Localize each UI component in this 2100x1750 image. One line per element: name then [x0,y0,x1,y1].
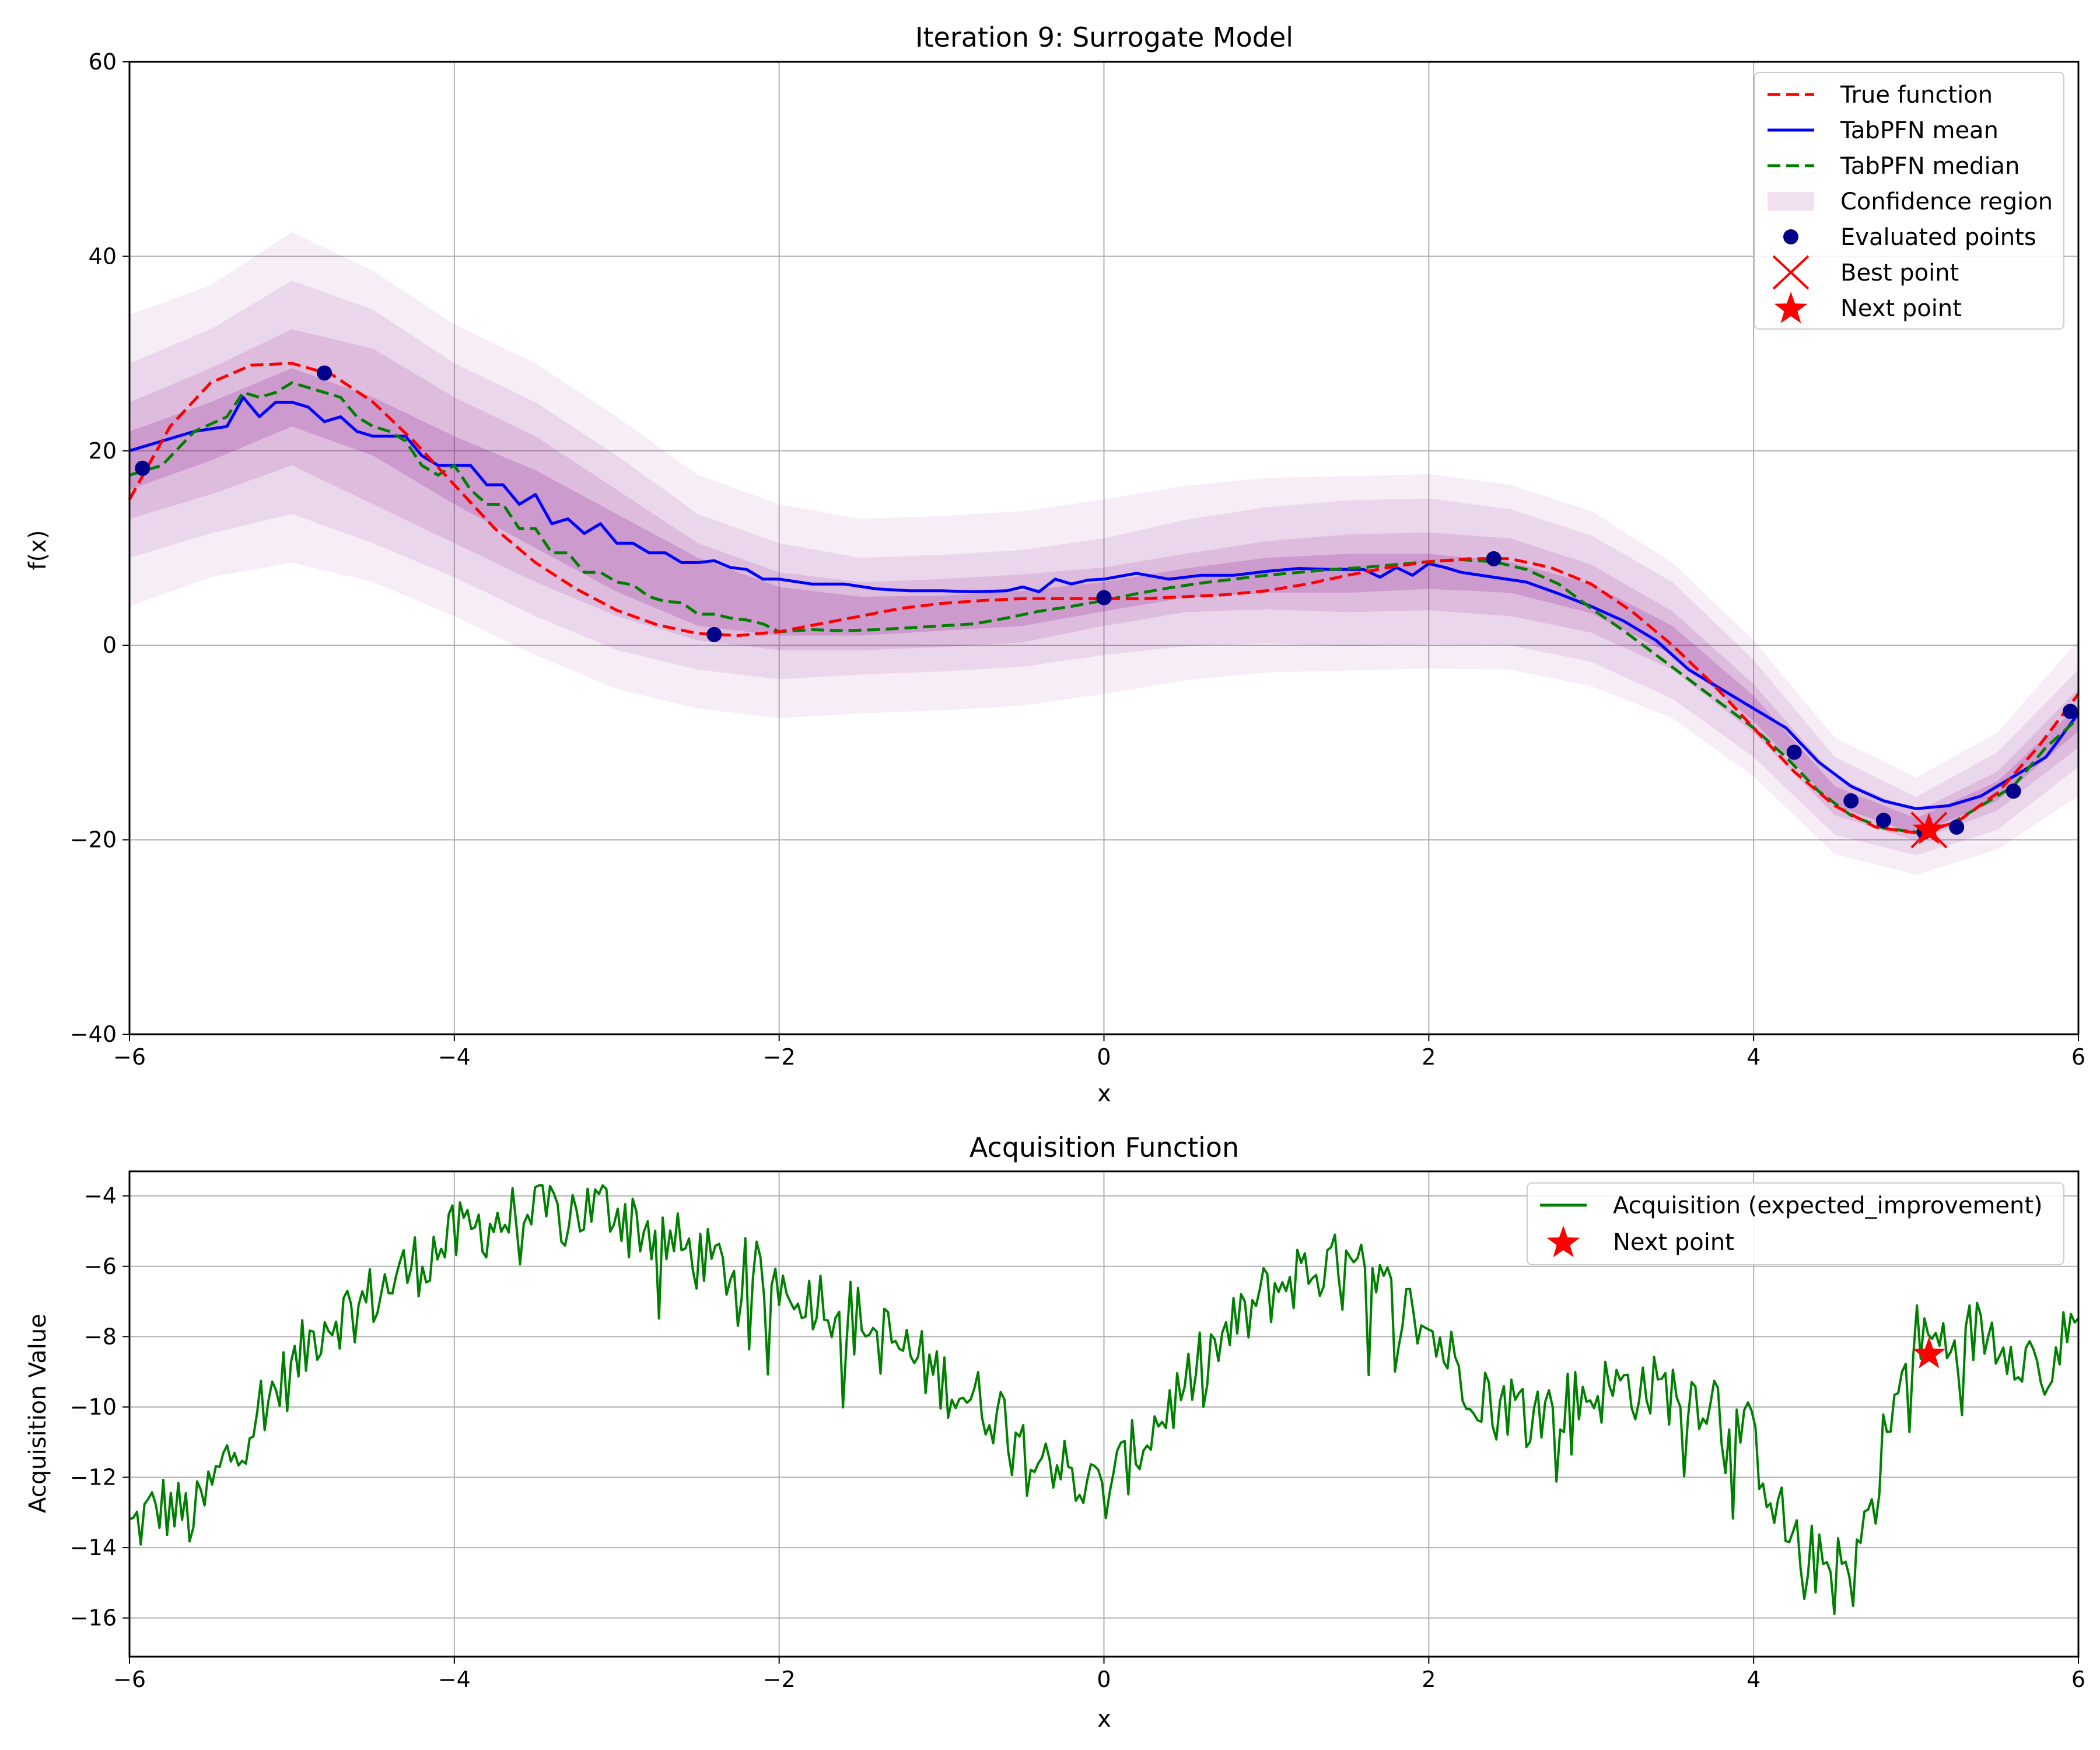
bottom-ticks: −6 −4 −2 0 2 4 6 −16 −14 −12 −10 −8 −6 −4 [70,1183,2085,1692]
evaluated-point [1096,590,1112,606]
legend-handle-x [1772,255,1810,290]
top-series [128,362,2080,835]
evaluated-point [706,626,722,642]
y-tick-label: 60 [89,49,117,75]
x-tick-label: −2 [763,1044,796,1070]
acquisition-next-point-marker [1912,1336,1946,1368]
legend-label: Acquisition (expected_improvement) [1613,1192,2043,1219]
top-legend-box [1754,72,2064,330]
surrogate-model-panel: Iteration 9: Surrogate Model x f(x) −6 −4… [24,22,2085,1107]
legend-label: TabPFN median [1840,153,2020,180]
y-tick-label: 40 [89,243,117,269]
bottom-ylabel: Acquisition Value [24,1314,51,1513]
confidence-band [130,329,2078,841]
confidence-band [130,281,2078,856]
true-function-line [128,362,2080,835]
evaluated-point [1949,819,1965,835]
y-tick-label: −8 [84,1324,117,1349]
y-tick-label: 0 [103,632,117,658]
evaluated-point [1843,793,1859,808]
x-tick-label: −4 [438,1667,471,1692]
evaluated-point [1875,813,1891,828]
y-tick-label: −10 [70,1394,117,1420]
top-xlabel: x [1097,1080,1111,1107]
bottom-title: Acquisition Function [970,1132,1239,1163]
y-tick-label: −16 [70,1605,117,1631]
legend-label: Best point [1840,260,1959,286]
legend-label: Next point [1613,1229,1734,1256]
y-tick-label: 20 [89,438,117,464]
x-tick-label: 0 [1097,1044,1111,1070]
evaluated-point [1486,551,1502,566]
bottom-xlabel: x [1097,1706,1111,1732]
evaluated-point [2006,783,2021,799]
evaluated-point [2063,704,2078,719]
y-tick-label: −14 [70,1535,117,1560]
legend-label: Confidence region [1840,188,2053,215]
bottom-series [129,1184,2080,1615]
x-tick-label: 4 [1746,1044,1760,1070]
legend-handle-star [1774,292,1808,324]
x-tick-label: −2 [763,1667,796,1692]
legend-label: Evaluated points [1840,224,2036,251]
y-tick-label: −20 [70,827,117,853]
evaluated-point [1786,744,1802,760]
legend-handle-star [1546,1226,1580,1258]
x-tick-label: 2 [1422,1044,1436,1070]
acquisition-panel: Acquisition Function x Acquisition Value… [24,1132,2085,1732]
legend-label: TabPFN mean [1840,117,1999,144]
acquisition-line [129,1184,2080,1615]
x-tick-label: −4 [438,1044,471,1070]
top-title: Iteration 9: Surrogate Model [915,22,1293,53]
x-tick-label: −6 [113,1044,146,1070]
y-tick-label: −4 [84,1183,117,1209]
x-tick-label: 6 [2071,1667,2085,1692]
x-tick-label: 0 [1097,1667,1111,1692]
x-tick-label: 2 [1422,1667,1436,1692]
evaluated-point [135,460,150,476]
bottom-legend: Acquisition (expected_improvement) Next p… [1527,1182,2064,1265]
x-tick-label: −6 [113,1667,146,1692]
y-tick-label: −6 [84,1254,117,1279]
legend-label: Next point [1840,295,1962,322]
y-tick-label: −40 [70,1021,117,1047]
confidence-band [130,232,2078,875]
x-tick-label: 6 [2071,1044,2085,1070]
median-line [129,381,2080,834]
bottom-legend-box [1527,1182,2064,1265]
top-ylabel: f(x) [24,530,51,570]
legend-label: True function [1840,82,1993,108]
legend-handle-dot [1783,229,1798,244]
next-point-marker [1912,812,1946,845]
mean-line [129,396,2080,810]
evaluated-point [317,365,332,381]
bottom-markers [1912,1336,1946,1368]
legend-handle-area [1768,192,1814,211]
top-markers [1910,811,1948,849]
x-tick-label: 4 [1746,1667,1760,1692]
top-legend: True function TabPFN mean TabPFN median Con… [1754,72,2064,330]
y-tick-label: −12 [70,1465,117,1490]
